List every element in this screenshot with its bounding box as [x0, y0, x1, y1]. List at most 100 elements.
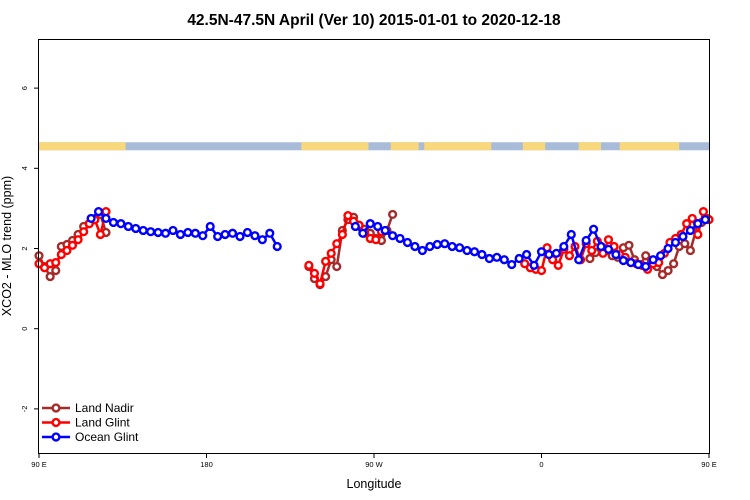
ocean-glint-point — [402, 237, 413, 248]
ocean-glint-point — [581, 235, 591, 246]
legend-label-land-nadir: Land Nadir — [75, 401, 134, 415]
ocean-glint-point — [227, 228, 238, 238]
land-nadir-point — [388, 209, 398, 220]
ocean-glint-point — [395, 233, 405, 244]
ocean-glint-point — [507, 259, 517, 270]
ocean-glint-point — [190, 228, 200, 238]
x-tick-label: 90 W — [365, 460, 383, 469]
land-band — [301, 142, 369, 151]
ocean-glint-point — [536, 247, 547, 257]
ocean-glint-point — [603, 244, 614, 254]
land-glint-point — [73, 235, 83, 245]
land-glint-point — [51, 257, 61, 268]
land-glint-point — [687, 213, 697, 224]
ocean-glint-point — [183, 227, 193, 238]
ocean-glint-point — [123, 221, 133, 232]
land-ocean-strip — [39, 142, 709, 151]
land-nadir-point — [51, 265, 61, 276]
land-nadir-point — [669, 259, 679, 269]
land-glint-point — [553, 260, 563, 270]
ocean-glint-point — [551, 248, 561, 258]
land-glint-point — [693, 229, 703, 240]
land-glint-point — [79, 227, 89, 237]
ocean-glint-point — [116, 219, 126, 229]
ocean-glint-point — [373, 221, 383, 232]
ocean-glint-point — [235, 231, 245, 242]
land-glint-point — [343, 211, 353, 221]
ocean-glint-point — [514, 253, 524, 264]
land-band — [619, 142, 680, 151]
ocean-glint-point — [641, 261, 651, 272]
ocean-glint-point — [220, 229, 230, 240]
land-glint-point — [603, 235, 614, 245]
ocean-glint-point — [544, 249, 554, 260]
x-tick-label: 180 — [200, 460, 213, 469]
land-glint-point — [536, 265, 547, 276]
land-band — [522, 142, 546, 151]
ocean-glint-point — [596, 241, 606, 252]
ocean-glint-point — [410, 241, 420, 252]
ocean-glint-point — [648, 255, 658, 265]
chart-title: 42.5N-47.5N April (Ver 10) 2015-01-01 to… — [187, 12, 561, 29]
land-glint-point — [326, 248, 336, 258]
ocean-glint-point — [205, 221, 215, 232]
ocean-glint-point — [462, 245, 472, 256]
ocean-glint-point — [633, 259, 643, 270]
land-glint-point — [698, 207, 709, 217]
ocean-glint-point — [175, 229, 186, 240]
y-axis: -2 0 2 4 6 — [20, 86, 39, 412]
ocean-glint-point — [358, 228, 368, 238]
land-glint-point — [332, 239, 342, 249]
ocean-glint-point — [242, 227, 253, 238]
land-glint-point — [315, 279, 325, 289]
ocean-glint-point — [86, 213, 96, 224]
ocean-glint-point — [440, 239, 450, 249]
land-glint-point — [682, 219, 692, 229]
ocean-glint-point — [388, 231, 398, 241]
ocean-glint-point — [447, 241, 457, 252]
ocean-glint-point — [250, 231, 260, 241]
x-axis: 90 E 180 90 W 0 90 E — [31, 453, 717, 469]
y-axis-label: XCO2 - MLO trend (ppm) — [0, 176, 14, 316]
ocean-glint-point — [380, 225, 390, 236]
legend-label-ocean-glint: Ocean Glint — [75, 430, 139, 444]
ocean-band — [39, 142, 709, 151]
ocean-glint-point — [272, 241, 282, 252]
land-nadir-point — [685, 245, 695, 256]
ocean-glint-point — [693, 219, 703, 229]
land-band — [390, 142, 419, 151]
land-nadir-point — [663, 265, 673, 276]
land-glint-point — [337, 229, 347, 240]
land-glint-point — [321, 256, 331, 266]
ocean-glint-point — [522, 249, 532, 260]
x-tick-label: 0 — [539, 460, 543, 469]
ocean-glint-point — [365, 219, 375, 229]
land-glint-point — [371, 235, 381, 245]
land-glint-point — [62, 245, 72, 256]
ocean-glint-point — [670, 237, 681, 248]
ocean-glint-point — [432, 239, 442, 250]
series-layer — [34, 207, 714, 290]
ocean-glint-point — [566, 229, 576, 240]
ocean-glint-point — [257, 235, 267, 245]
x-axis-label: Longitude — [347, 477, 402, 491]
x-tick-label: 90 E — [701, 460, 716, 469]
land-glint-point — [309, 268, 320, 278]
ocean-glint-point — [499, 255, 509, 265]
ocean-glint-point — [626, 257, 636, 268]
y-tick-label: 4 — [20, 166, 29, 170]
ocean-glint-point — [213, 231, 223, 242]
ocean-glint-point — [265, 228, 275, 238]
land-nadir-point — [585, 253, 595, 264]
ocean-glint-point — [93, 207, 104, 217]
land-band — [39, 142, 126, 151]
ocean-glint-point — [656, 251, 666, 261]
ocean-glint-point — [108, 217, 119, 228]
land-nadir-point — [45, 271, 55, 282]
ocean-glint-point — [455, 243, 465, 253]
y-tick-label: 6 — [20, 86, 29, 90]
ocean-glint-point — [574, 255, 584, 265]
y-tick-label: 2 — [20, 246, 29, 250]
